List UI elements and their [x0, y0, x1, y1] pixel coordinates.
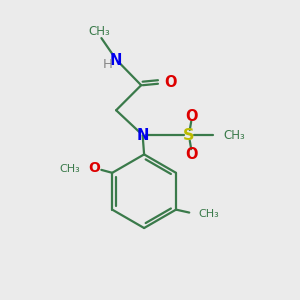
Text: O: O [165, 75, 177, 90]
Text: N: N [110, 53, 122, 68]
Text: N: N [136, 128, 149, 143]
Text: CH₃: CH₃ [199, 209, 219, 219]
Text: CH₃: CH₃ [224, 129, 245, 142]
Text: CH₃: CH₃ [88, 25, 110, 38]
Text: S: S [182, 128, 194, 143]
Text: O: O [88, 161, 101, 176]
Text: O: O [185, 109, 197, 124]
Text: H: H [103, 58, 113, 71]
Text: CH₃: CH₃ [59, 164, 80, 174]
Text: O: O [185, 147, 197, 162]
